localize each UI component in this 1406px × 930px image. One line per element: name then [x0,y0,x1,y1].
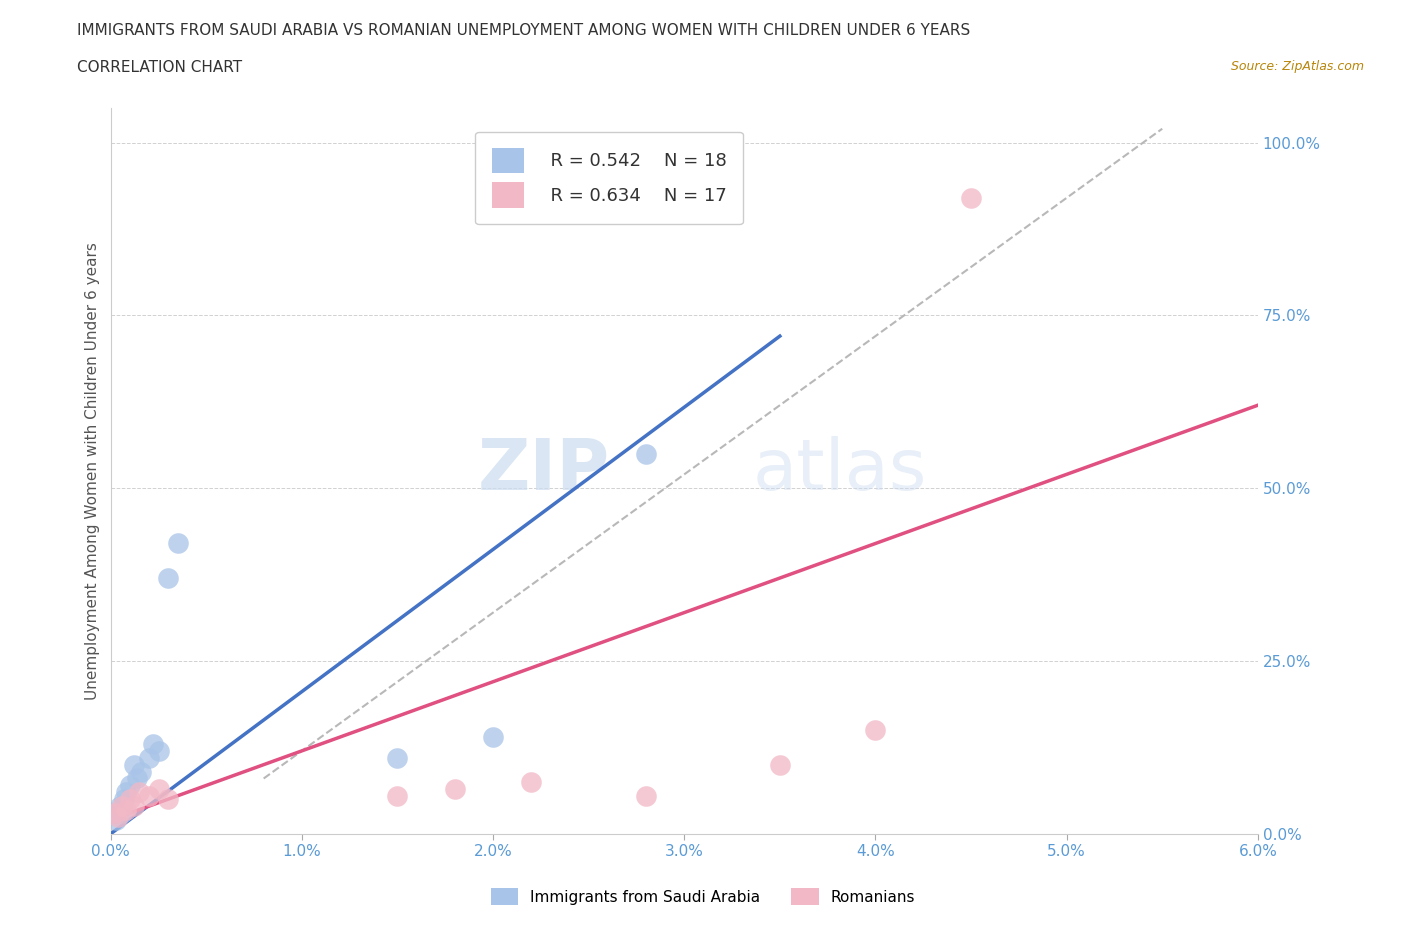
Point [634,789,657,804]
Text: ZIP: ZIP [478,436,610,505]
Point [110,799,132,814]
Point [138,751,160,765]
Point [166,536,188,551]
Point [118,778,141,793]
Point [157,791,180,806]
Legend: Immigrants from Saudi Arabia, Romanians: Immigrants from Saudi Arabia, Romanians [484,880,922,913]
Text: atlas: atlas [754,436,928,505]
Point [111,805,134,820]
Point [127,771,149,786]
Point [960,191,983,206]
Point [131,764,153,779]
Y-axis label: Unemployment Among Women with Children Under 6 years: Unemployment Among Women with Children U… [86,242,100,700]
Point [138,789,160,804]
Point [103,805,125,820]
Point [115,803,138,817]
Point [107,809,129,824]
Point [520,775,543,790]
Point [103,805,125,820]
Text: Source: ZipAtlas.com: Source: ZipAtlas.com [1230,60,1364,73]
Text: CORRELATION CHART: CORRELATION CHART [77,60,242,75]
Point [387,751,409,765]
Point [122,799,145,814]
Point [148,781,170,796]
Point [865,723,887,737]
Point [634,446,657,461]
Point [482,729,505,744]
Point [105,813,128,828]
Point [111,799,134,814]
Point [118,791,141,806]
Point [128,785,150,800]
Point [387,789,409,804]
Legend:   R = 0.542    N = 18,   R = 0.634    N = 17: R = 0.542 N = 18, R = 0.634 N = 17 [475,131,742,224]
Point [122,757,145,772]
Point [769,757,792,772]
Text: IMMIGRANTS FROM SAUDI ARABIA VS ROMANIAN UNEMPLOYMENT AMONG WOMEN WITH CHILDREN : IMMIGRANTS FROM SAUDI ARABIA VS ROMANIAN… [77,23,970,38]
Point [148,743,170,758]
Point [157,571,180,586]
Point [112,791,135,806]
Point [115,785,138,800]
Point [444,781,467,796]
Point [142,737,165,751]
